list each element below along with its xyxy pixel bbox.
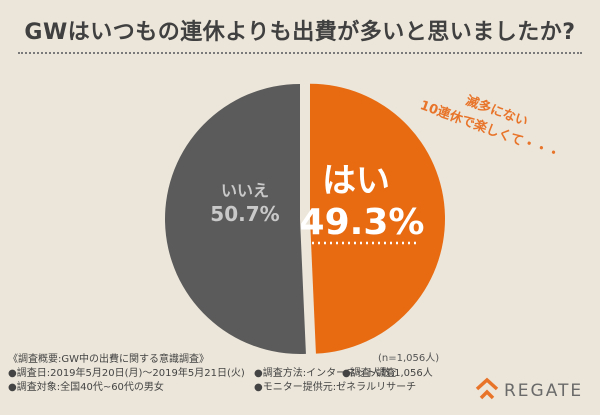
survey-count: ●調査人数:1,056人 — [342, 368, 433, 379]
slice-label-yes: はい — [322, 161, 390, 201]
title-divider — [18, 52, 582, 54]
slice-label-no: いいえ — [221, 181, 269, 200]
survey-provider: ●モニター提供元:ゼネラルリサーチ — [254, 382, 417, 393]
slice-value-no: 50.7% — [210, 202, 279, 226]
brand-logo: REGATE — [474, 376, 592, 406]
page-title: GWはいつもの連休よりも出費が多いと思いましたか? — [24, 20, 576, 45]
survey-target: ●調査対象:全国40代~60代の男女 — [8, 382, 164, 393]
brand-name: REGATE — [504, 381, 584, 401]
survey-method: ●調査方法:インターネット調査 — [254, 368, 397, 379]
survey-heading: 《調査概要:GW中の出費に関する意識調査》 — [8, 354, 210, 365]
pie-slice-no — [165, 84, 306, 354]
pie-slice-yes — [309, 83, 445, 354]
sample-size: (n=1,056人) — [378, 353, 440, 364]
house-arrow-icon — [475, 377, 499, 400]
survey-date: ●調査日:2019年5月20日(月)～2019年5月21日(火) — [8, 368, 245, 379]
slice-value-yes: 49.3% — [300, 202, 425, 243]
